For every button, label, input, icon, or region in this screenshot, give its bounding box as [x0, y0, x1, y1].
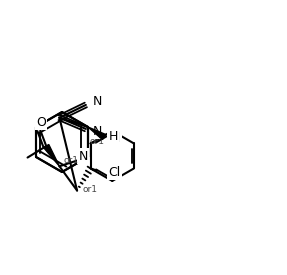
Polygon shape — [44, 144, 59, 166]
Polygon shape — [88, 127, 106, 139]
Text: N: N — [93, 95, 102, 108]
Text: or1: or1 — [63, 156, 78, 165]
Text: or1: or1 — [82, 185, 97, 194]
Text: or1: or1 — [90, 136, 105, 145]
Text: H: H — [109, 131, 118, 144]
Text: Cl: Cl — [108, 166, 121, 179]
Text: N: N — [78, 150, 88, 163]
Text: Cl: Cl — [108, 132, 121, 145]
Text: O: O — [36, 116, 46, 129]
Text: N: N — [93, 125, 102, 138]
